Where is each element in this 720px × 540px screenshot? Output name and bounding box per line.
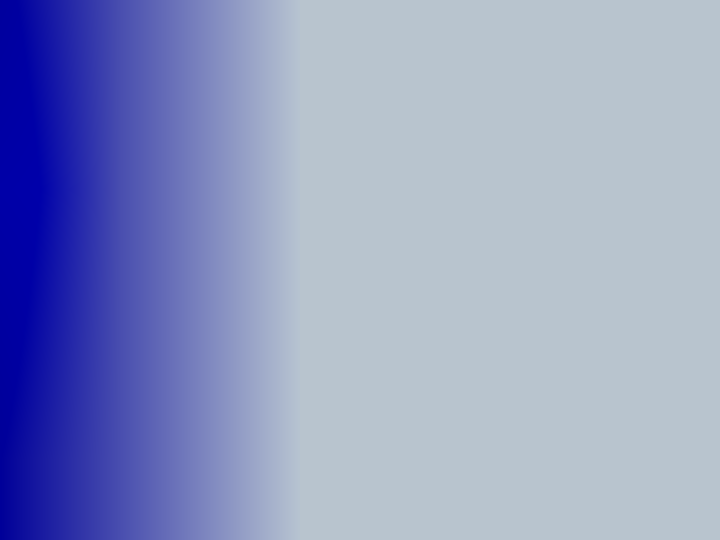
Text: Error: Error (182, 428, 225, 442)
Text: E(MS): E(MS) (266, 146, 325, 164)
Text: B learner
(random): B learner (random) (182, 282, 255, 313)
Text: F: F (406, 146, 419, 164)
Text: $\dfrac{MS\,(A)}{MS\,(AxB)}$: $\dfrac{MS\,(A)}{MS\,(AxB)}$ (432, 205, 492, 234)
Text: Source: Source (182, 146, 246, 164)
Text: df: df (530, 146, 548, 164)
Text: J-1,
(J-1)(K-1): J-1, (J-1)(K-1) (530, 204, 600, 235)
Bar (176, 136, 634, 464)
Text: $\dfrac{MS\,(AxB)}{MS\,(error)}$: $\dfrac{MS\,(AxB)}{MS\,(error)}$ (429, 353, 496, 383)
Text: (J-1)(K-1),
JK(n-1): (J-1)(K-1), JK(n-1) (530, 353, 605, 383)
Text: $Jn\sigma^2_B + \sigma^2_e$: $Jn\sigma^2_B + \sigma^2_e$ (295, 286, 366, 309)
Text: Look up
designs: Look up designs (530, 420, 592, 450)
Text: $\sigma^2_e$: $\sigma^2_e$ (321, 423, 341, 448)
Bar (300, 0, 720, 540)
Text: If desired,
use MSe: If desired, use MSe (406, 282, 485, 313)
Text: A
workbook
(fixed): A workbook (fixed) (182, 196, 258, 242)
Text: $n\sigma^2_{AB} + \sigma^2_e$: $n\sigma^2_{AB} + \sigma^2_e$ (295, 356, 366, 380)
Text: $\frac{Kn\!\left(\sum_j \alpha_j^2\right)}{J\!-\!1} + n\sigma^2_{AB} + \sigma^2_: $\frac{Kn\!\left(\sum_j \alpha_j^2\right… (276, 198, 385, 233)
Text: AxB: AxB (182, 361, 213, 375)
Text: Randomized Blocks (3): Randomized Blocks (3) (192, 83, 613, 117)
